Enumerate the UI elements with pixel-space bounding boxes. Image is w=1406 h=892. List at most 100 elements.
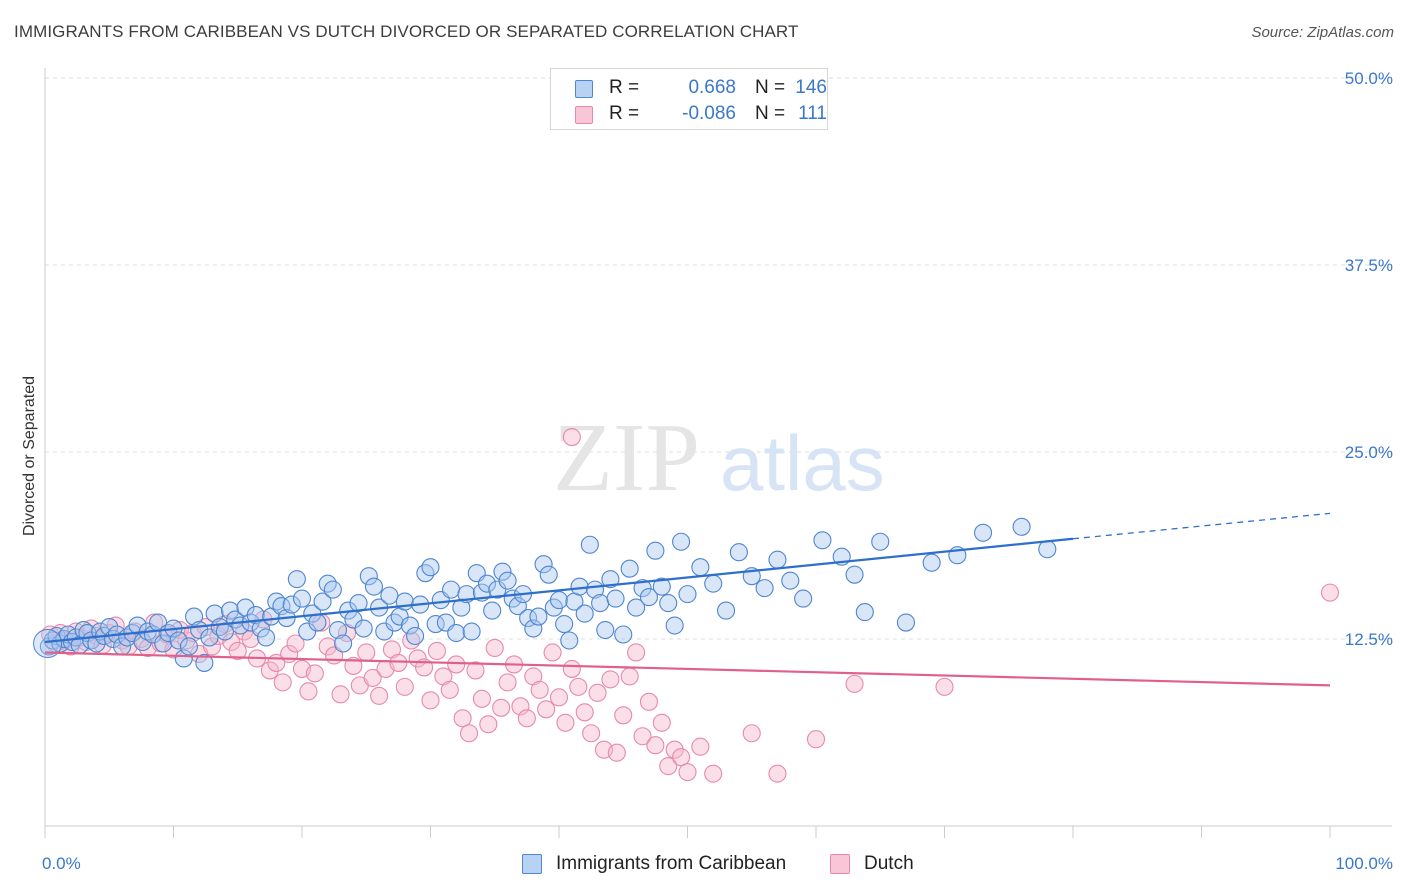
caribbean-point — [601, 570, 620, 589]
dutch-point — [421, 691, 440, 710]
dutch-point — [678, 763, 697, 782]
dutch-point — [132, 629, 151, 649]
correlation-legend: R = 0.668 N = 146 R = -0.086 N = 111 — [550, 68, 828, 130]
caribbean-point — [614, 625, 633, 644]
legend-swatch-dutch — [575, 106, 593, 124]
caribbean-point — [973, 523, 993, 542]
dutch-point — [286, 634, 305, 653]
dutch-point — [389, 653, 408, 672]
dutch-point — [582, 724, 601, 743]
y-axis-label: Divorced or Separated — [21, 376, 38, 536]
caribbean-point — [691, 558, 710, 577]
watermark-zip: ZIP — [553, 404, 700, 512]
x-tick-label: 0.0% — [42, 854, 81, 873]
caribbean-point — [591, 594, 610, 613]
dutch-point — [479, 715, 498, 734]
caribbean-point — [606, 589, 625, 608]
dutch-point — [742, 724, 761, 743]
axes — [44, 68, 1392, 838]
caribbean-point — [1012, 517, 1031, 536]
dutch-point — [440, 680, 459, 699]
caribbean-point — [781, 571, 800, 590]
caribbean-point — [539, 565, 558, 584]
dutch-point — [260, 661, 279, 680]
dutch-point — [273, 673, 292, 692]
legend-r-label: R = — [609, 103, 640, 124]
caribbean-point — [488, 580, 507, 599]
dutch-trend-line — [44, 651, 1331, 687]
caribbean-point — [652, 577, 671, 596]
caribbean-point — [33, 628, 63, 658]
caribbean-point — [493, 562, 512, 581]
caribbean-point — [462, 622, 481, 641]
caribbean-point — [179, 637, 198, 656]
dutch-point — [537, 700, 556, 719]
caribbean-point — [298, 622, 317, 641]
caribbean-point — [678, 585, 697, 604]
dutch-point — [344, 656, 363, 675]
dutch-point — [768, 764, 787, 783]
caribbean-point — [447, 623, 466, 643]
dutch-point — [672, 748, 691, 767]
legend-r-value: -0.086 — [682, 103, 736, 124]
dutch-point — [331, 685, 350, 704]
caribbean-point — [292, 589, 312, 608]
dutch-point — [299, 682, 318, 701]
dutch-point — [357, 643, 376, 662]
dutch-point — [530, 680, 549, 699]
dutch-point — [646, 736, 665, 755]
dutch-point — [1320, 583, 1340, 602]
caribbean-point — [328, 620, 348, 640]
dutch-point — [485, 638, 504, 658]
grid-lines — [45, 77, 1392, 640]
dutch-point — [607, 743, 626, 762]
caribbean-point — [633, 579, 652, 598]
trend-lines — [44, 512, 1331, 687]
caribbean-point — [318, 574, 337, 593]
dutch-point — [498, 673, 517, 692]
dutch-point — [627, 643, 646, 662]
dutch-point — [492, 698, 511, 717]
caribbean-point — [220, 601, 240, 620]
y-tick-label: 12.5% — [1345, 630, 1393, 649]
caribbean-point — [359, 567, 378, 586]
caribbean-point — [128, 616, 147, 635]
dutch-point — [427, 641, 446, 661]
caribbean-point — [256, 628, 276, 647]
caribbean-point — [133, 632, 152, 652]
caribbean-point — [313, 592, 332, 611]
dutch-point — [652, 713, 671, 732]
caribbean-point — [169, 631, 188, 650]
caribbean-point — [375, 622, 394, 641]
caribbean-trend-line — [44, 537, 1074, 644]
dutch-point — [588, 683, 607, 702]
legend-r-value: 0.668 — [688, 77, 736, 98]
legend-r-label: R = — [609, 77, 640, 98]
caribbean-point — [282, 595, 301, 614]
dutch-point — [935, 677, 954, 696]
caribbean-point — [195, 653, 214, 672]
dutch-point — [704, 764, 723, 783]
caribbean-point — [755, 579, 774, 598]
dutch-point — [639, 692, 659, 711]
caribbean-point — [400, 616, 419, 635]
caribbean-point — [87, 634, 106, 653]
caribbean-point — [364, 577, 384, 596]
caribbean-point — [334, 634, 353, 653]
dutch-point — [453, 709, 472, 728]
caribbean-point — [555, 614, 574, 634]
caribbean-point — [406, 626, 425, 646]
y-tick-labels: 12.5% 25.0% 37.5% 50.0% — [1345, 69, 1393, 649]
caribbean-point — [580, 535, 599, 554]
caribbean-point — [794, 589, 813, 608]
caribbean-point — [620, 559, 639, 578]
dutch-point — [845, 674, 864, 693]
caribbean-point — [174, 649, 193, 668]
caribbean-point — [922, 553, 941, 572]
caribbean-point — [672, 532, 691, 551]
caribbean-point — [871, 532, 890, 551]
x-tick-labels: 0.0% 100.0% — [42, 854, 1393, 873]
y-tick-label: 50.0% — [1345, 69, 1393, 88]
chart-title: IMMIGRANTS FROM CARIBBEAN VS DUTCH DIVOR… — [14, 22, 799, 41]
